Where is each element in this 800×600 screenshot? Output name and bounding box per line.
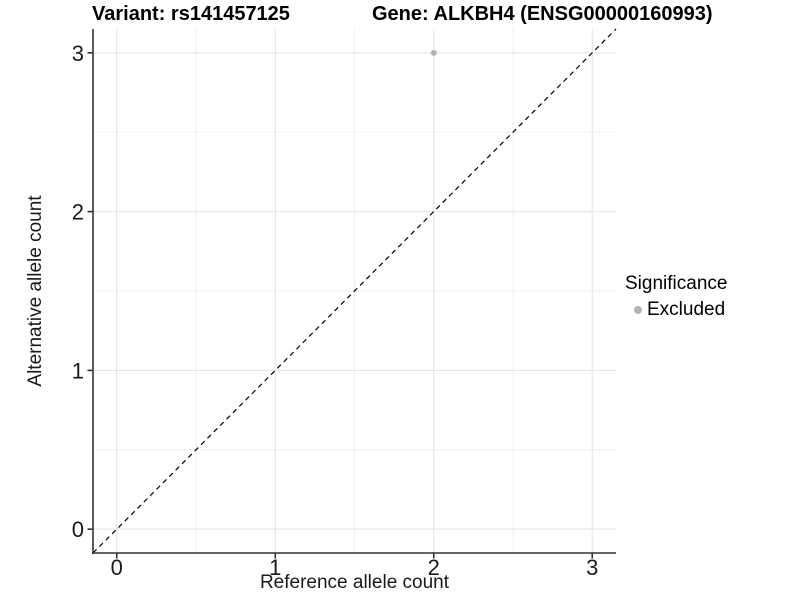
gene-title: Gene: ALKBH4 (ENSG00000160993): [372, 3, 713, 25]
legend: Significance Excluded: [625, 272, 727, 321]
y-tick-label: 3: [72, 41, 84, 66]
x-tick-label: 0: [111, 555, 123, 580]
data-points: [430, 49, 437, 56]
x-axis-label: Reference allele count: [259, 572, 450, 593]
excluded-point-icon: [634, 305, 642, 314]
y-tick-label: 2: [72, 200, 84, 225]
identity-dashed-line: [92, 28, 617, 554]
y-tick-label: 1: [72, 358, 84, 383]
legend-title: Significance: [625, 273, 728, 294]
tick-labels: 0 1 2 3 0 1 2 3: [72, 41, 599, 580]
y-axis-label: Alternative allele count: [25, 195, 46, 387]
data-point: [430, 49, 437, 56]
x-tick-label: 3: [586, 555, 598, 580]
major-gridlines: [93, 29, 616, 553]
x-tick-label: 1: [269, 555, 281, 580]
variant-title: Variant: rs141457125: [92, 3, 290, 25]
legend-item-excluded: Excluded: [625, 298, 727, 321]
identity-reference-line: [92, 28, 617, 554]
axes: [87, 29, 616, 559]
legend-item-label: Excluded: [647, 299, 726, 320]
x-tick-label: 2: [428, 555, 440, 580]
y-tick-label: 0: [72, 517, 84, 542]
